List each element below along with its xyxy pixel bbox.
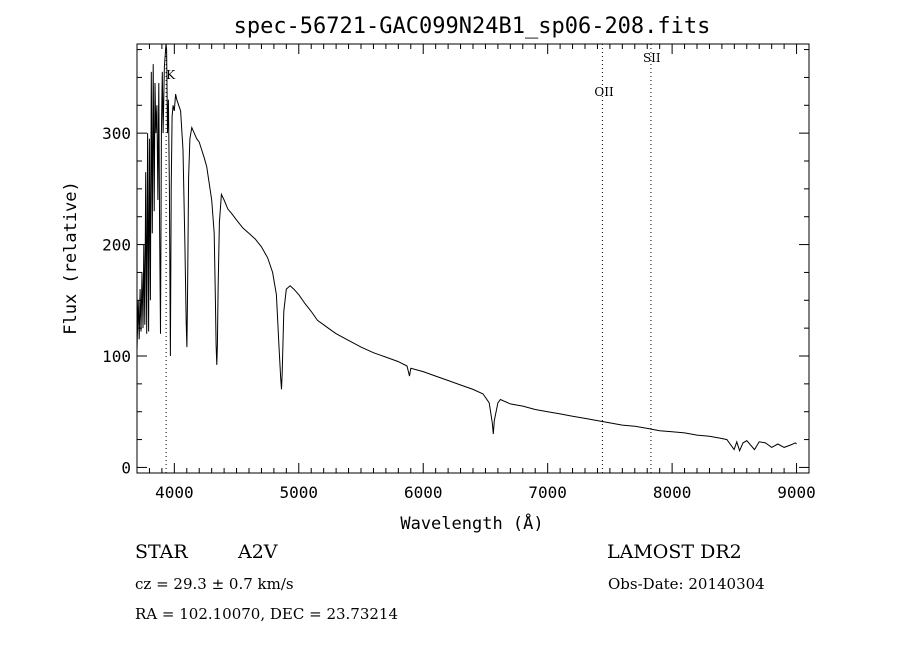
object-type: STAR bbox=[135, 541, 188, 563]
reference-lines: K OII SII bbox=[165, 44, 661, 473]
axis-ticks bbox=[137, 44, 809, 473]
chart-title: spec-56721-GAC099N24B1_sp06-208.fits bbox=[234, 14, 711, 39]
sky-coordinates: RA = 102.10070, DEC = 23.73214 bbox=[135, 605, 399, 623]
x-tick-labels: 4000 5000 6000 7000 8000 9000 bbox=[155, 483, 816, 502]
x-tick-label-4: 8000 bbox=[653, 483, 692, 502]
x-tick-label-5: 9000 bbox=[777, 483, 816, 502]
ref-line-label-0: K bbox=[166, 68, 176, 82]
x-axis-label: Wavelength (Å) bbox=[400, 512, 543, 534]
y-tick-label-1: 100 bbox=[102, 347, 131, 366]
survey-name: LAMOST DR2 bbox=[607, 541, 742, 563]
y-tick-labels: 0 100 200 300 bbox=[102, 124, 131, 477]
spectral-subclass: A2V bbox=[238, 541, 278, 563]
spectrum-line bbox=[136, 43, 797, 453]
x-tick-label-2: 6000 bbox=[404, 483, 443, 502]
y-axis-label: Flux (relative) bbox=[61, 181, 81, 335]
y-tick-label-3: 300 bbox=[102, 124, 131, 143]
redshift-velocity: cz = 29.3 ± 0.7 km/s bbox=[135, 575, 294, 593]
y-tick-label-0: 0 bbox=[121, 458, 131, 477]
observation-date: Obs-Date: 20140304 bbox=[608, 575, 765, 593]
ref-line-label-2: SII bbox=[643, 51, 661, 65]
x-tick-label-3: 7000 bbox=[528, 483, 567, 502]
plot-frame bbox=[136, 43, 810, 474]
y-tick-label-2: 200 bbox=[102, 236, 131, 255]
x-tick-label-0: 4000 bbox=[155, 483, 194, 502]
ref-line-label-1: OII bbox=[594, 85, 614, 99]
x-tick-label-1: 5000 bbox=[280, 483, 319, 502]
